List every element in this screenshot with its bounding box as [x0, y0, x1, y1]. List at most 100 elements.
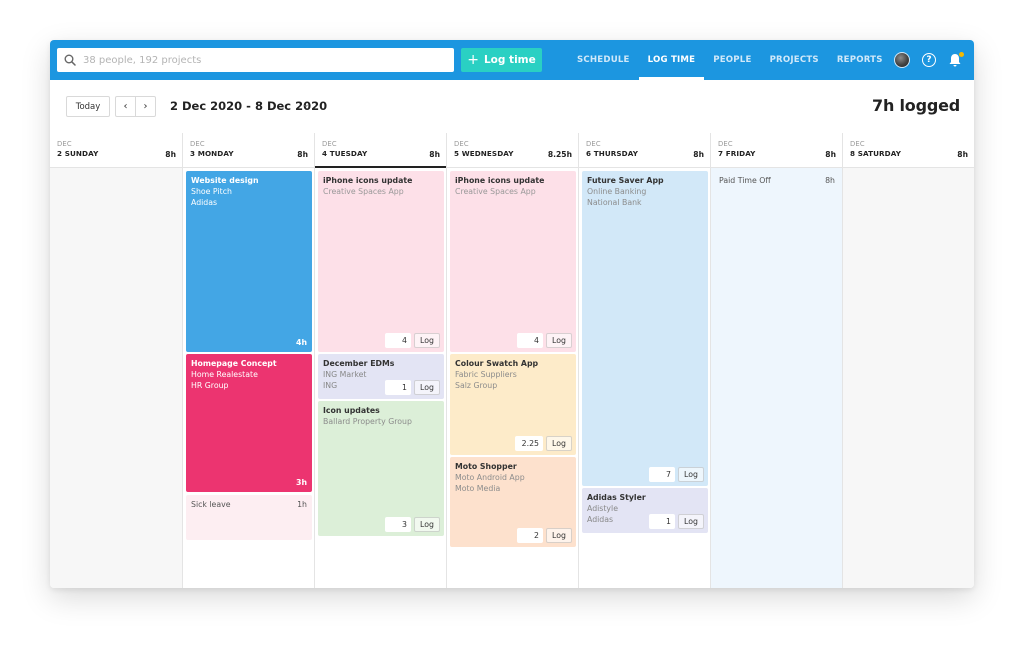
entry-project: ING Market — [323, 370, 367, 380]
time-entry-card[interactable]: Moto Shopper Moto Android App Moto Media… — [450, 457, 576, 547]
day-header: DEC 4 TUESDAY 8h — [315, 133, 446, 168]
nav-icons: ? — [894, 40, 964, 80]
day-label: 2 SUNDAY — [57, 149, 99, 158]
log-hours-input[interactable]: 1 — [385, 380, 411, 395]
time-entry-card[interactable]: Paid Time Off 8h — [714, 171, 840, 191]
notification-bell-icon[interactable] — [948, 52, 964, 68]
log-hours-input[interactable]: 4 — [517, 333, 543, 348]
log-hours-input[interactable]: 1 — [649, 514, 675, 529]
day-column-tuesday: DEC 4 TUESDAY 8h iPhone icons update Cre… — [314, 133, 446, 588]
entry-title: Paid Time Off — [719, 176, 771, 185]
time-entry-card[interactable]: Future Saver App Online Banking National… — [582, 171, 708, 486]
chevron-down-icon[interactable]: ⌄ — [302, 100, 310, 110]
day-header: DEC 6 THURSDAY 8h — [579, 133, 710, 168]
time-entry-card[interactable]: iPhone icons update Creative Spaces App … — [450, 171, 576, 352]
entry-project: Moto Android App — [455, 473, 525, 483]
log-time-button-label: Log time — [483, 54, 536, 66]
day-month: DEC — [586, 140, 601, 148]
day-label: 3 MONDAY — [190, 149, 234, 158]
top-nav-bar: + Log time SCHEDULE LOG TIME PEOPLE PROJ… — [50, 40, 974, 80]
user-avatar[interactable] — [894, 52, 910, 68]
time-entry-card[interactable]: December EDMs ING Market ING 1 Log — [318, 354, 444, 399]
entry-title: Adidas Styler — [587, 493, 646, 502]
log-controls: 2 Log — [517, 528, 572, 543]
entry-client: National Bank — [587, 198, 642, 208]
time-entry-card[interactable]: Website design Shoe Pitch Adidas 4h — [186, 171, 312, 352]
entry-client: HR Group — [191, 381, 229, 391]
day-header: DEC 8 SATURDAY 8h — [843, 133, 974, 168]
entry-title: Moto Shopper — [455, 462, 517, 471]
log-controls: 2.25 Log — [515, 436, 572, 451]
entry-title: iPhone icons update — [323, 176, 413, 185]
log-hours-input[interactable]: 3 — [385, 517, 411, 532]
day-label: 7 FRIDAY — [718, 149, 756, 158]
entry-client: Adidas — [587, 515, 614, 525]
log-button[interactable]: Log — [414, 380, 440, 395]
log-button[interactable]: Log — [546, 436, 572, 451]
previous-week-button[interactable]: ‹ — [115, 96, 136, 117]
day-column-sunday: DEC 2 SUNDAY 8h — [50, 133, 182, 588]
search-input[interactable] — [83, 49, 443, 71]
log-hours-input[interactable]: 7 — [649, 467, 675, 482]
time-entry-card[interactable]: iPhone icons update Creative Spaces App … — [318, 171, 444, 352]
entry-title: Colour Swatch App — [455, 359, 539, 368]
entry-hours: 8h — [825, 176, 835, 185]
nav-log-time[interactable]: LOG TIME — [638, 40, 705, 80]
time-entry-card[interactable]: Adidas Styler Adistyle Adidas 1 Log — [582, 488, 708, 533]
log-hours-input[interactable]: 2 — [517, 528, 543, 543]
chevron-right-icon: › — [143, 101, 148, 112]
nav-projects[interactable]: PROJECTS — [769, 55, 819, 65]
entry-title: iPhone icons update — [455, 176, 545, 185]
search-icon — [57, 54, 83, 66]
day-month: DEC — [322, 140, 337, 148]
search-box[interactable] — [57, 48, 454, 72]
nav-reports[interactable]: REPORTS — [836, 55, 883, 65]
log-time-button[interactable]: + Log time — [461, 48, 542, 72]
day-header: DEC 2 SUNDAY 8h — [50, 133, 182, 168]
day-column-saturday: DEC 8 SATURDAY 8h — [842, 133, 974, 588]
time-entry-card[interactable]: Sick leave 1h — [186, 495, 312, 540]
day-hours: 8h — [297, 150, 308, 159]
entry-project: Creative Spaces App — [323, 187, 404, 197]
next-week-button[interactable]: › — [135, 96, 156, 117]
log-hours-input[interactable]: 2.25 — [515, 436, 543, 451]
date-range-label[interactable]: 2 Dec 2020 - 8 Dec 2020 — [170, 99, 328, 113]
week-grid: DEC 2 SUNDAY 8h DEC 3 MONDAY 8h Website … — [50, 133, 974, 588]
day-month: DEC — [718, 140, 733, 148]
time-entry-card[interactable]: Colour Swatch App Fabric Suppliers Salz … — [450, 354, 576, 455]
entry-title: Homepage Concept — [191, 359, 277, 368]
day-header: DEC 3 MONDAY 8h — [183, 133, 314, 168]
day-month: DEC — [850, 140, 865, 148]
day-label: 8 SATURDAY — [850, 149, 902, 158]
log-hours-input[interactable]: 4 — [385, 333, 411, 348]
entry-hours: 1h — [297, 500, 307, 509]
log-button[interactable]: Log — [678, 514, 704, 529]
entry-project: Ballard Property Group — [323, 417, 412, 427]
day-header: DEC 7 FRIDAY 8h — [711, 133, 842, 168]
entry-client: Salz Group — [455, 381, 498, 391]
entry-title: Sick leave — [191, 500, 231, 509]
nav-schedule[interactable]: SCHEDULE — [577, 55, 630, 65]
main-nav: SCHEDULE LOG TIME PEOPLE PROJECTS REPORT… — [568, 40, 892, 80]
plus-icon: + — [467, 52, 479, 68]
log-button[interactable]: Log — [546, 333, 572, 348]
log-button[interactable]: Log — [414, 333, 440, 348]
log-controls: 1 Log — [385, 380, 440, 395]
log-button[interactable]: Log — [546, 528, 572, 543]
help-icon[interactable]: ? — [922, 53, 936, 67]
day-hours: 8h — [693, 150, 704, 159]
day-column-wednesday: DEC 5 WEDNESDAY 8.25h iPhone icons updat… — [446, 133, 578, 588]
time-entry-card[interactable]: Homepage Concept Home Realestate HR Grou… — [186, 354, 312, 492]
entry-title: Website design — [191, 176, 259, 185]
log-button[interactable]: Log — [414, 517, 440, 532]
log-button[interactable]: Log — [678, 467, 704, 482]
nav-people[interactable]: PEOPLE — [713, 55, 752, 65]
day-month: DEC — [190, 140, 205, 148]
logged-total: 7h logged — [872, 96, 960, 115]
time-entry-card[interactable]: Icon updates Ballard Property Group 3 Lo… — [318, 401, 444, 536]
log-controls: 4 Log — [517, 333, 572, 348]
entry-client: Adidas — [191, 198, 218, 208]
entry-hours: 4h — [296, 337, 307, 347]
today-button[interactable]: Today — [66, 96, 110, 117]
app-window: + Log time SCHEDULE LOG TIME PEOPLE PROJ… — [50, 40, 974, 588]
